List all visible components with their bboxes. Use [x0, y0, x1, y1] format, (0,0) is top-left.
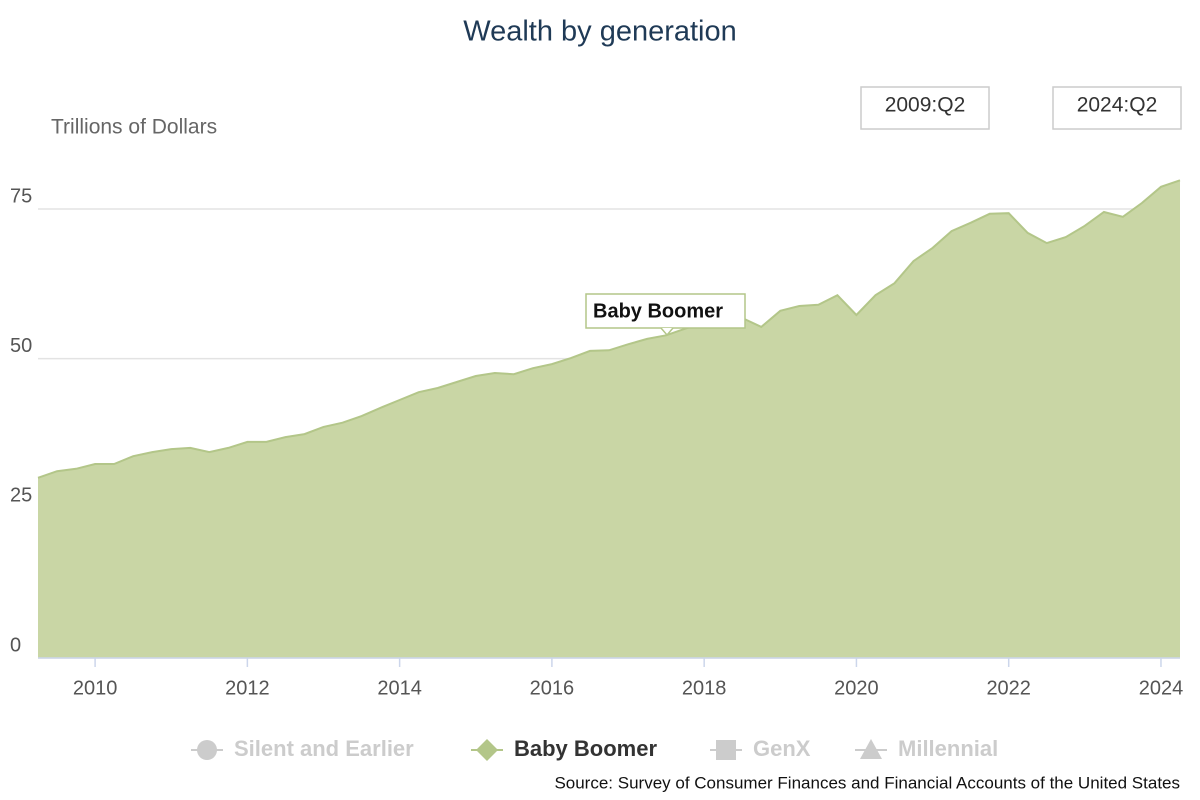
callout-box: [585, 293, 746, 329]
range-end: 2024:Q2: [1077, 94, 1158, 117]
x-tick-label: 2016: [530, 677, 575, 699]
legend-item[interactable]: Millennial: [855, 736, 998, 761]
legend-label: Silent and Earlier: [234, 736, 414, 761]
x-tick-label: 2022: [986, 677, 1031, 699]
x-tick-label: 2018: [682, 677, 727, 699]
range-end-box[interactable]: [1052, 86, 1182, 130]
legend-item[interactable]: Silent and Earlier: [191, 736, 414, 761]
y-axis-label: Trillions of Dollars: [51, 116, 217, 139]
legend-label: Baby Boomer: [514, 736, 657, 761]
x-tick-label: 2014: [377, 677, 422, 699]
y-tick-label: 75: [10, 185, 32, 207]
area: [38, 180, 1180, 659]
series-callout: Baby Boomer: [585, 293, 746, 337]
legend-item[interactable]: Baby Boomer: [471, 736, 657, 761]
y-tick-label: 0: [10, 634, 21, 656]
legend-marker: [476, 739, 498, 761]
source: Source: Survey of Consumer Finances and …: [554, 773, 1180, 792]
legend-marker: [716, 740, 736, 760]
plot-area: [37, 179, 1181, 659]
x-tick-label: 2024: [1139, 677, 1184, 699]
x-tick-label: 2020: [834, 677, 879, 699]
callout-label: Baby Boomer: [593, 300, 723, 322]
x-tick-label: 2012: [225, 677, 270, 699]
range-start: 2009:Q2: [885, 94, 966, 117]
legend-marker: [197, 740, 217, 760]
area-line: [37, 179, 1181, 479]
y-tick-label: 50: [10, 335, 32, 357]
x-tick-label: 2010: [73, 677, 118, 699]
callout-pointer: [660, 327, 674, 337]
legend-label: GenX: [753, 736, 811, 761]
legend-marker: [860, 739, 882, 759]
chart-title: Wealth by generation: [463, 16, 737, 48]
legend-item[interactable]: GenX: [710, 736, 811, 761]
range-start-box[interactable]: [860, 86, 990, 130]
legend-label: Millennial: [898, 736, 998, 761]
y-tick-label: 25: [10, 485, 32, 507]
